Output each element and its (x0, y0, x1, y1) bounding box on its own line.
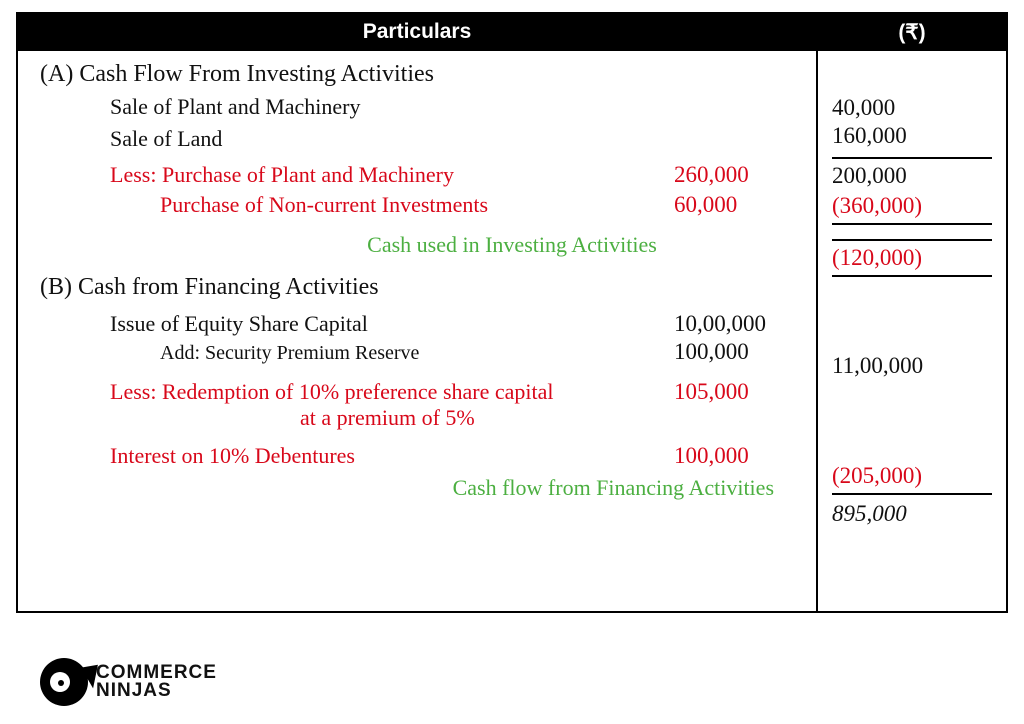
label-redemption-2: at a premium of 5% (40, 405, 804, 431)
row-redemption: Less: Redemption of 10% preference share… (40, 379, 804, 405)
label-sale-plant-machinery: Sale of Plant and Machinery (110, 94, 664, 120)
row-purchase-plant-machinery: Less: Purchase of Plant and Machinery 26… (40, 162, 804, 188)
value-purchase-investments: 60,000 (664, 192, 804, 218)
header-amount: (₹) (816, 14, 1006, 51)
row-issue-equity: Issue of Equity Share Capital 10,00,000 (40, 311, 804, 337)
value-redemption: 105,000 (664, 379, 804, 405)
brand-line-2: NINJAS (96, 682, 217, 700)
value-purchase-plant-machinery: 260,000 (664, 162, 804, 188)
less-prefix-b: Less: (110, 379, 156, 404)
amt-result-a: (120,000) (832, 239, 992, 277)
amt-less-total-a: (360,000) (832, 193, 992, 225)
value-interest-debentures: 100,000 (664, 443, 804, 469)
row-sale-plant-machinery: Sale of Plant and Machinery (40, 94, 804, 120)
amt-result-b: 895,000 (832, 501, 992, 527)
table-header: Particulars (₹) (18, 14, 1006, 51)
result-label-a: Cash used in Investing Activities (40, 232, 804, 258)
header-particulars: Particulars (18, 14, 816, 51)
row-interest-debentures: Interest on 10% Debentures 100,000 (40, 443, 804, 469)
row-sale-land: Sale of Land (40, 126, 804, 152)
amount-column: 40,000 160,000 200,000 (360,000) (120,00… (816, 51, 1006, 611)
add-prefix: Add: (160, 342, 200, 364)
amt-sale-plant-machinery: 40,000 (832, 95, 992, 121)
section-b-title: (B) Cash from Financing Activities (40, 274, 804, 301)
label-purchase-plant-machinery: Purchase of Plant and Machinery (162, 162, 454, 187)
amt-subtotal-a: 200,000 (832, 157, 992, 189)
label-security-premium: Security Premium Reserve (205, 342, 419, 364)
value-security-premium: 100,000 (664, 339, 804, 365)
amt-sale-land: 160,000 (832, 123, 992, 149)
label-redemption-1: Redemption of 10% preference share capit… (162, 379, 554, 404)
amt-add-total-b: 11,00,000 (832, 353, 992, 379)
brand-text: COMMERCE NINJAS (96, 664, 217, 700)
particulars-column: (A) Cash Flow From Investing Activities … (18, 51, 816, 611)
label-purchase-investments: Purchase of Non-current Investments (160, 192, 664, 218)
ninja-icon (40, 658, 88, 706)
brand-logo: COMMERCE NINJAS (40, 658, 217, 706)
section-a-title: (A) Cash Flow From Investing Activities (40, 61, 804, 88)
label-sale-land: Sale of Land (110, 126, 664, 152)
table-body: (A) Cash Flow From Investing Activities … (18, 51, 1006, 611)
label-issue-equity: Issue of Equity Share Capital (110, 311, 664, 337)
amt-less-total-b: (205,000) (832, 463, 992, 495)
result-label-b: Cash flow from Financing Activities (40, 475, 804, 501)
cashflow-table: Particulars (₹) (A) Cash Flow From Inves… (16, 12, 1008, 613)
label-interest-debentures: Interest on 10% Debentures (110, 443, 664, 469)
less-prefix-a: Less: (110, 162, 156, 187)
value-issue-equity: 10,00,000 (664, 311, 804, 337)
row-purchase-investments: Purchase of Non-current Investments 60,0… (40, 192, 804, 218)
row-security-premium: Add: Security Premium Reserve 100,000 (40, 339, 804, 365)
